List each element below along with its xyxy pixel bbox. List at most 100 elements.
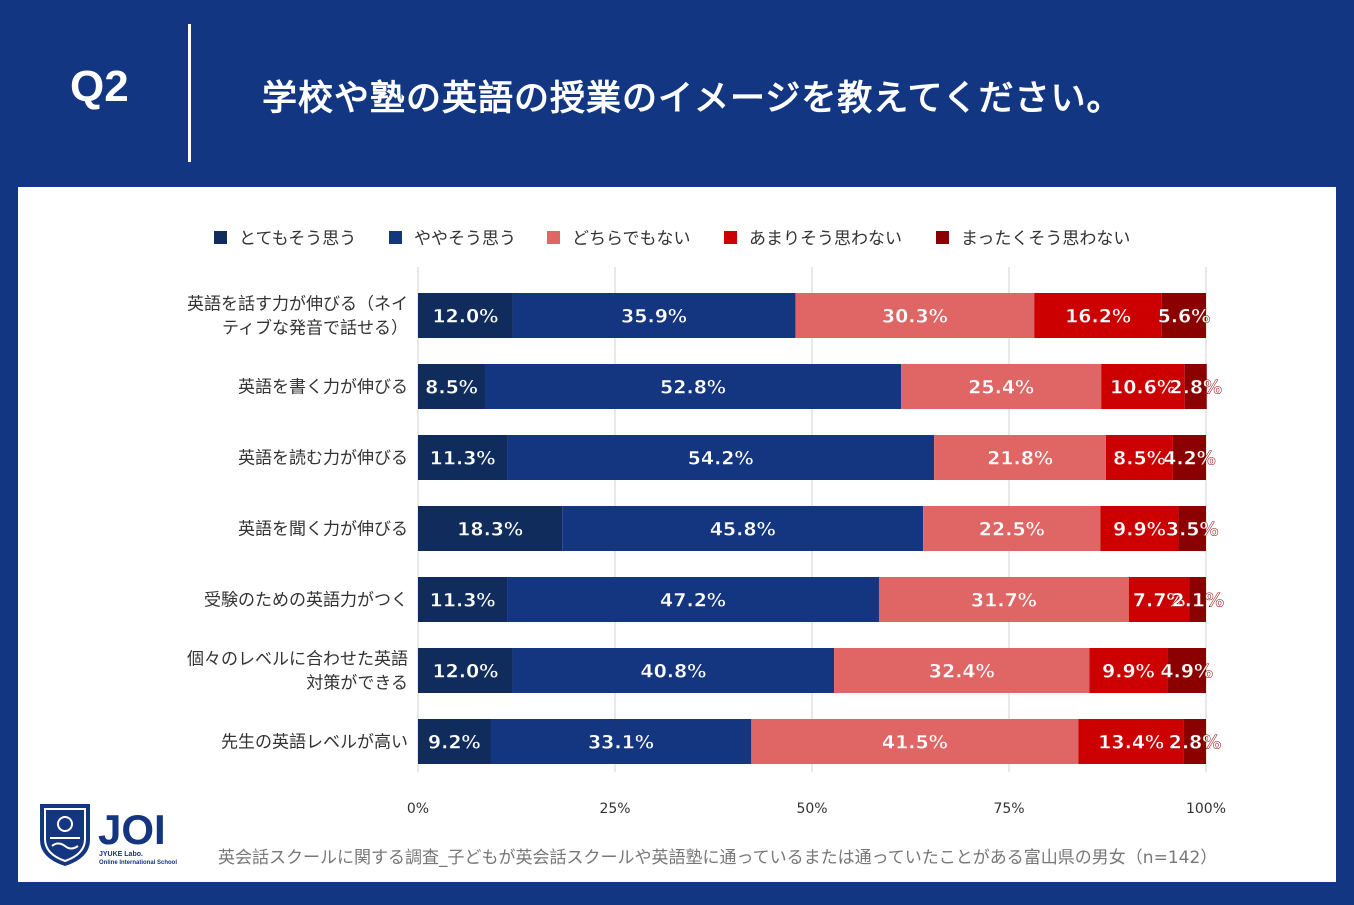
data-label: 54.2% [688,448,754,470]
bar-segment [418,364,485,409]
question-title: 学校や塾の英語の授業のイメージを教えてください。 [262,79,1123,119]
bar-segment [512,293,796,338]
bar-segment [795,293,1035,338]
data-label: 12.0% [432,306,498,328]
bar-segment [751,719,1079,764]
bar-segment [1100,506,1179,551]
legend-swatch [214,231,227,244]
data-label: 8.5% [425,377,478,399]
shield-icon [40,804,90,866]
bar-segment [418,577,508,622]
legend-swatch [936,231,949,244]
legend-swatch [724,231,737,244]
legend-label: どちらでもない [572,229,691,249]
logo-sub1: JYUKE Labo. [99,851,143,858]
x-tick-label: 25% [599,801,630,817]
bar-segment [418,506,563,551]
category-label: 先生の英語レベルが高い [221,733,408,753]
data-label: 9.2% [428,732,481,754]
bar-segment [934,435,1106,480]
x-tick-label: 100% [1186,801,1226,817]
bar-segment [418,719,491,764]
bar-segment [1167,648,1206,693]
bar-segment [418,435,508,480]
bar-segment [1183,719,1206,764]
data-label: 16.2% [1065,306,1131,328]
data-label: 5.6% [1158,306,1211,328]
bar-segment [1189,577,1206,622]
data-label: 18.3% [457,519,523,541]
data-label: 9.9% [1102,661,1155,683]
bar-segment [1034,293,1162,338]
bar-segment [1078,719,1184,764]
bar-segment [1105,435,1173,480]
category-label: 受験のための英語力がつく [204,591,408,611]
category-label: 英語を話す力が伸びる（ネイ [187,295,408,315]
bar-segment [1128,577,1190,622]
data-label: 2.8% [1169,732,1222,754]
bar-segment [512,648,835,693]
data-label: 40.8% [640,661,706,683]
category-label: 個々のレベルに合わせた英語 [187,650,408,670]
data-label: 32.4% [929,661,995,683]
bar-segment [834,648,1090,693]
category-label: 英語を聞く力が伸びる [238,520,408,540]
category-label: 対策ができる [306,674,408,694]
data-label: 25.4% [968,377,1034,399]
data-label: 10.6% [1110,377,1176,399]
x-tick-label: 0% [407,801,429,817]
data-label: 2.1% [1171,590,1224,612]
logo-name: JOI [98,806,166,853]
bar-segment [901,364,1102,409]
bar-segment [418,648,513,693]
data-label: 11.3% [430,590,496,612]
bar-segment [1161,293,1206,338]
bar-segment [1184,364,1207,409]
bar-segment [1172,435,1206,480]
data-label: 13.4% [1098,732,1164,754]
data-label: 7.7% [1133,590,1186,612]
bar-segment [1089,648,1168,693]
data-label: 8.5% [1113,448,1166,470]
data-label: 52.8% [660,377,726,399]
data-label: 21.8% [987,448,1053,470]
legend-label: ややそう思う [414,229,516,249]
legend-swatch [547,231,560,244]
header-divider [188,24,191,162]
bar-segment [484,364,902,409]
category-label: 英語を書く力が伸びる [238,378,408,398]
category-label: ティブな発音で話せる） [222,318,408,339]
bar-segment [507,577,879,622]
stacked-bar-chart: とてもそう思う ややそう思う どちらでもない あまりそう思わない まったくそう思わない 0… [187,229,1226,817]
legend-label: とてもそう思う [239,229,356,249]
data-label: 22.5% [979,519,1045,541]
data-label: 33.1% [588,732,654,754]
bar-segment [878,577,1129,622]
data-label: 47.2% [660,590,726,612]
legend-label: あまりそう思わない [749,229,902,249]
question-number: Q2 [70,62,129,111]
data-label: 41.5% [882,732,948,754]
source-note: 英会話スクールに関する調査_子どもが英会話スクールや英語塾に通っているまたは通っ… [218,848,1218,868]
data-label: 45.8% [710,519,776,541]
bar-segment [1101,364,1185,409]
bar-segment [490,719,752,764]
chart-panel: とてもそう思う ややそう思う どちらでもない あまりそう思わない まったくそう思わない 0… [18,187,1336,882]
legend-label: まったくそう思わない [961,229,1130,249]
data-label: 4.9% [1160,661,1213,683]
bar-segment [507,435,935,480]
category-label: 英語を読む力が伸びる [238,449,408,469]
bar-segment [1178,506,1206,551]
data-label: 11.3% [430,448,496,470]
legend-swatch [389,231,402,244]
data-label: 12.0% [432,661,498,683]
bar-segment [418,293,513,338]
data-label: 3.5% [1166,519,1219,541]
x-tick-label: 75% [993,801,1024,817]
data-label: 2.8% [1169,377,1222,399]
bar-segment [562,506,924,551]
data-label: 30.3% [882,306,948,328]
data-label: 9.9% [1113,519,1166,541]
bar-segment [923,506,1101,551]
x-tick-label: 50% [796,801,827,817]
